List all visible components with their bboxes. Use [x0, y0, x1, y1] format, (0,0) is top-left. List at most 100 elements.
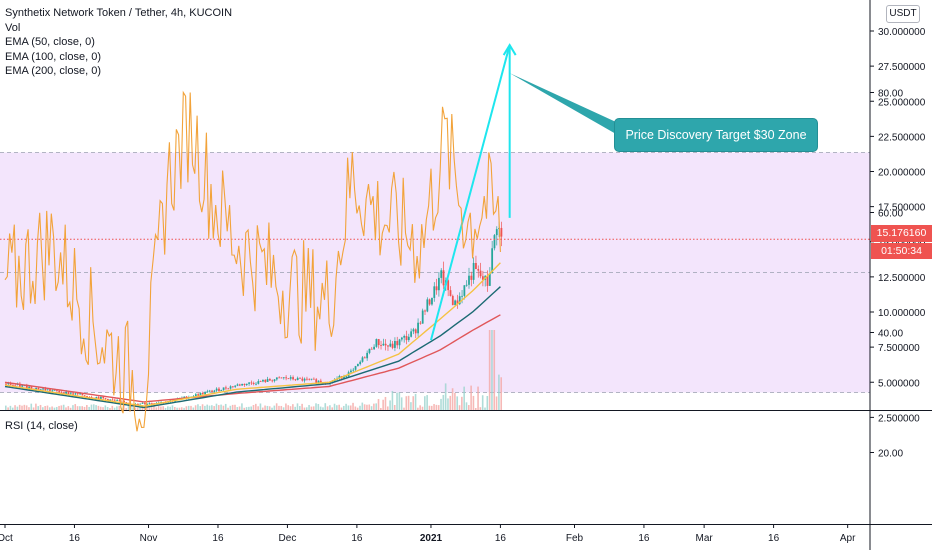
volume-bar	[289, 406, 292, 410]
candle-body	[236, 384, 239, 386]
volume-bar	[479, 407, 482, 410]
candle-body	[396, 341, 399, 346]
candle-body	[23, 385, 26, 387]
ema100-label[interactable]: EMA (100, close, 0)	[5, 50, 101, 63]
rsi-line	[4, 90, 501, 432]
volume-bar	[28, 407, 30, 410]
volume-bar	[468, 405, 470, 410]
volume-bar	[421, 406, 424, 410]
candle-body	[213, 390, 216, 392]
volume-bar	[146, 407, 148, 410]
price-tick-label: 27.500000	[878, 62, 926, 73]
candle-body	[144, 403, 146, 405]
volume-bar	[340, 407, 343, 410]
volume-bar	[500, 377, 503, 410]
volume-bar	[356, 407, 359, 410]
candle-body	[479, 270, 482, 277]
currency-button[interactable]: USDT	[886, 5, 920, 23]
volume-bar	[148, 407, 151, 410]
candle-body	[366, 352, 369, 359]
candle-body	[352, 369, 355, 371]
volume-bar	[176, 407, 178, 410]
candle-body	[220, 389, 223, 391]
ema200-label[interactable]: EMA (200, close, 0)	[5, 65, 101, 77]
volume-bar	[308, 404, 310, 410]
candle-body	[76, 393, 79, 395]
candle-body	[312, 378, 315, 380]
candle-body	[100, 396, 102, 399]
volume-bar	[171, 405, 174, 410]
volume-bar	[285, 403, 287, 410]
candle-body	[407, 336, 410, 341]
candle-body	[269, 379, 271, 381]
volume-bar	[123, 404, 125, 410]
candle-body	[241, 383, 244, 386]
volume-bar	[398, 392, 401, 410]
volume-bar	[319, 406, 322, 410]
candle-body	[275, 377, 278, 380]
volume-bar	[248, 406, 250, 410]
candle-body	[21, 385, 24, 387]
candle-body	[35, 388, 37, 390]
volume-bar	[51, 406, 53, 410]
price-tick-label: 2.500000	[878, 413, 920, 424]
volume-bar	[250, 406, 252, 410]
volume-bar	[488, 330, 491, 410]
candle-body	[12, 384, 14, 386]
candle-body	[280, 377, 283, 379]
candle-body	[60, 392, 63, 394]
candle-body	[211, 390, 213, 392]
candle-body	[245, 383, 248, 385]
volume-bar	[48, 407, 51, 410]
candle-body	[287, 378, 290, 380]
candle-body	[301, 378, 304, 381]
candle-body	[433, 286, 436, 298]
volume-bar	[220, 404, 222, 410]
volume-bar	[391, 390, 394, 410]
candle-body	[264, 379, 267, 382]
candle-body	[391, 343, 394, 348]
candle-body	[120, 400, 123, 402]
volume-bar	[472, 395, 475, 410]
volume-bar	[67, 406, 70, 410]
candle-body	[141, 403, 144, 404]
time-tick-label: 16	[69, 533, 81, 544]
volume-bar	[255, 403, 257, 410]
rsi-legend[interactable]: RSI (14, close)	[5, 420, 78, 432]
vol-label[interactable]: Vol	[5, 21, 21, 34]
candle-body	[463, 285, 466, 296]
candle-body	[271, 380, 274, 382]
volume-bar	[74, 404, 77, 410]
annotation-callout[interactable]: Price Discovery Target $30 Zone	[614, 118, 818, 152]
candle-body	[472, 263, 475, 280]
volume-bar	[474, 407, 477, 410]
volume-bar	[106, 406, 109, 410]
volume-bar	[366, 404, 368, 410]
volume-bar	[430, 405, 433, 410]
volume-bar	[215, 403, 218, 410]
candle-body	[343, 376, 345, 379]
volume-bar	[127, 405, 130, 410]
candle-body	[373, 346, 375, 350]
volume-bar	[46, 405, 49, 410]
chart-legend: Synthetix Network Token / Tether, 4h, KU…	[5, 6, 232, 79]
volume-bar	[92, 404, 95, 410]
volume-bar	[167, 406, 169, 410]
candle-body	[292, 377, 294, 380]
candle-body	[86, 395, 88, 397]
candle-body	[266, 379, 269, 382]
ema100-line	[4, 286, 501, 409]
candle-body	[148, 403, 151, 404]
symbol-title[interactable]: Synthetix Network Token / Tether, 4h, KU…	[5, 7, 233, 19]
candle-body	[442, 270, 445, 286]
ema50-label[interactable]: EMA (50, close, 0)	[5, 36, 95, 48]
time-tick-label: 16	[768, 533, 780, 544]
volume-bar	[414, 393, 417, 410]
candle-body	[118, 400, 121, 401]
volume-bar	[380, 407, 382, 410]
volume-bar	[243, 407, 246, 410]
volume-bar	[326, 406, 329, 410]
candle-body	[303, 378, 306, 381]
price-tick-label: 12.500000	[878, 273, 926, 284]
